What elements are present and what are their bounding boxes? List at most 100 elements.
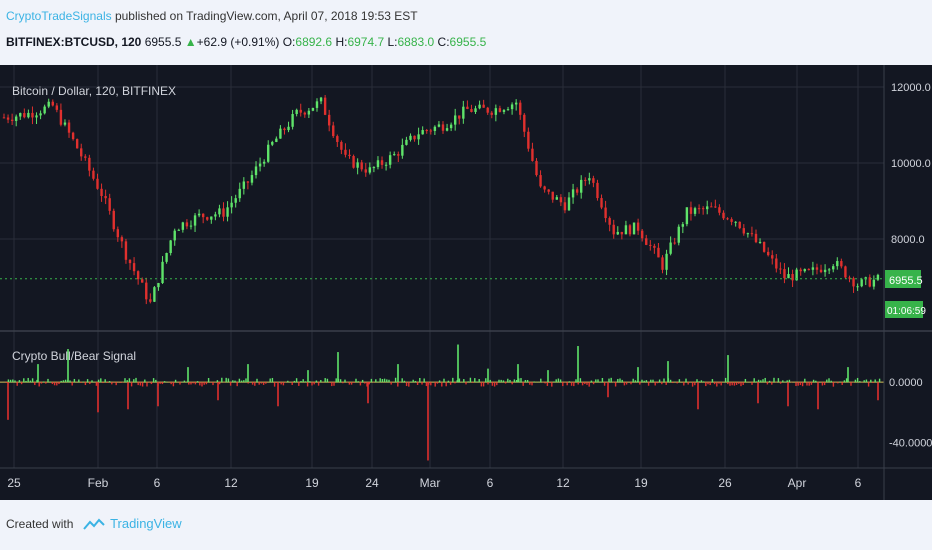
- candle-body: [486, 107, 489, 113]
- candle-body: [384, 164, 388, 166]
- candle-body: [344, 149, 347, 155]
- candle-body: [271, 141, 274, 145]
- candle-body: [332, 125, 335, 137]
- candle-body: [59, 109, 63, 125]
- candle-body: [189, 225, 193, 227]
- author-link[interactable]: CryptoTradeSignals: [6, 9, 112, 23]
- candle-body: [494, 108, 498, 115]
- close-value: 6955.5: [449, 35, 487, 49]
- candle-body: [791, 274, 794, 281]
- candle-body: [547, 189, 550, 192]
- candle-body: [372, 167, 376, 169]
- candle-body: [157, 283, 160, 288]
- chart-svg[interactable]: Bitcoin / Dollar, 120, BITFINEX Crypto B…: [0, 65, 932, 500]
- countdown-text: 01:06:59: [887, 306, 926, 317]
- candle-body: [519, 102, 522, 115]
- candle-body: [96, 178, 99, 189]
- candle-body: [600, 198, 603, 208]
- x-tick-label: 6: [154, 476, 161, 490]
- candle-body: [218, 208, 221, 215]
- candle-body: [762, 241, 766, 252]
- candle-body: [14, 116, 18, 121]
- x-tick-label: Mar: [420, 476, 441, 490]
- candle-body: [112, 210, 115, 230]
- up-arrow-icon: ▲: [184, 35, 197, 49]
- candle-body: [490, 112, 493, 115]
- open-value: 6892.6: [295, 35, 333, 49]
- candle-body: [100, 188, 103, 197]
- candle-body: [811, 267, 815, 270]
- candle-body: [153, 287, 156, 302]
- candle-body: [612, 224, 615, 235]
- high-label: H:: [335, 35, 348, 49]
- candle-body: [287, 126, 290, 131]
- candle-body: [766, 251, 770, 256]
- candle-body: [80, 148, 83, 157]
- candle-body: [596, 182, 599, 199]
- candle-body: [283, 128, 286, 131]
- candle-body: [567, 197, 571, 211]
- candle-body: [23, 113, 26, 118]
- candle-body: [2, 117, 6, 119]
- candle-body: [267, 144, 270, 162]
- candle-body: [478, 104, 481, 109]
- candle-body: [836, 261, 839, 267]
- candle-body: [246, 181, 250, 183]
- candle-body: [665, 253, 668, 270]
- candle-body: [323, 97, 327, 115]
- candle-body: [844, 266, 847, 278]
- candle-body: [527, 131, 530, 149]
- candle-body: [815, 267, 819, 270]
- candle-body: [149, 299, 152, 302]
- candle-body: [693, 208, 697, 214]
- x-tick-label: 6: [487, 476, 494, 490]
- candle-body: [27, 112, 30, 118]
- candle-body: [336, 136, 339, 142]
- candle-body: [677, 226, 680, 243]
- candle-body: [295, 109, 298, 115]
- candle-body: [531, 148, 534, 161]
- ticker-line: BITFINEX:BTCUSD, 120 6955.5 ▲+62.9 (+0.9…: [6, 35, 486, 49]
- candle-body: [803, 269, 806, 272]
- x-tick-label: 25: [7, 476, 21, 490]
- candle-body: [401, 144, 404, 156]
- candle-body: [616, 231, 619, 235]
- candle-body: [136, 271, 140, 280]
- x-tick-label: Feb: [88, 476, 109, 490]
- candle-body: [185, 222, 189, 227]
- candle-body: [860, 279, 863, 287]
- tradingview-brand[interactable]: TradingView: [110, 516, 182, 531]
- x-tick-label: 26: [718, 476, 732, 490]
- candle-body: [299, 109, 302, 113]
- candle-body: [510, 104, 514, 110]
- candle-body: [47, 101, 50, 107]
- candle-body: [645, 238, 648, 245]
- last-price-badge-text: 6955.5: [889, 275, 923, 287]
- price-badges: 6955.5 01:06:59: [885, 270, 926, 318]
- candle-body: [868, 277, 872, 287]
- candle-body: [193, 215, 197, 226]
- chart-area[interactable]: Bitcoin / Dollar, 120, BITFINEX Crypto B…: [0, 65, 932, 500]
- candle-body: [173, 230, 176, 241]
- created-with-label: Created with: [6, 517, 74, 531]
- low-label: L:: [387, 35, 398, 49]
- candle-body: [405, 139, 408, 145]
- candle-body: [466, 106, 469, 110]
- candle-body: [388, 155, 392, 165]
- axes: Bitcoin / Dollar, 120, BITFINEX Crypto B…: [0, 65, 932, 500]
- price-series: [0, 94, 884, 305]
- candle-body: [39, 113, 42, 116]
- x-tick-label: Apr: [788, 476, 807, 490]
- candle-body: [458, 115, 461, 119]
- candle-body: [730, 219, 733, 222]
- candle-body: [275, 138, 278, 142]
- price-pane-title: Bitcoin / Dollar, 120, BITFINEX: [12, 84, 176, 98]
- candle-body: [10, 119, 14, 121]
- candle-body: [807, 269, 811, 271]
- candle-body: [206, 217, 209, 220]
- candle-body: [291, 114, 294, 127]
- candle-body: [128, 259, 132, 264]
- candle-body: [417, 134, 420, 140]
- publish-header: CryptoTradeSignals published on TradingV…: [6, 9, 418, 23]
- candle-body: [746, 233, 750, 235]
